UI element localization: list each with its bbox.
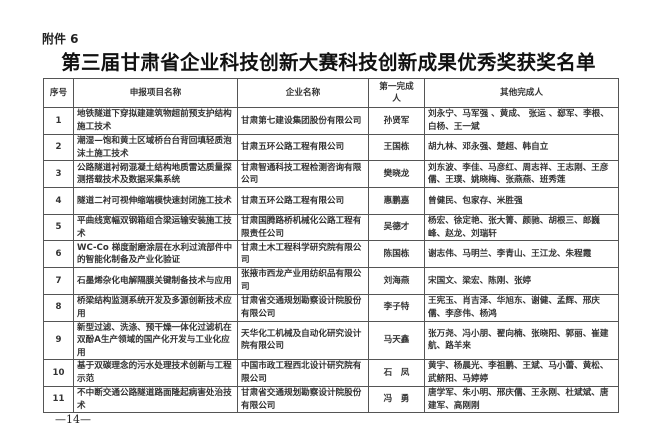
cell-others: 杨宏、徐定艳、张大箐、颜驰、胡根三、郎巍峰、赵龙、刘瑞轩 [424, 213, 619, 242]
cell-first: 陈国栋 [368, 240, 425, 269]
cell-no: 4 [43, 187, 74, 215]
cell-others: 曾健民、包家存、米胜强 [424, 187, 619, 215]
page-number: —14— [55, 413, 91, 426]
cell-first: 马天鑫 [368, 320, 425, 360]
cell-project: 公路隧道衬砌混凝土结构地质雷达质量探测搭载技术及数据采集系统 [73, 160, 238, 189]
table-row: 9 新型过滤、洗涤、预干燥一体化过滤机在双酚A生产领域的国产化开发与工业化应用 天华… [43, 320, 619, 360]
cell-no: 7 [43, 267, 74, 295]
cell-no: 9 [43, 320, 74, 360]
cell-no: 10 [43, 359, 74, 387]
header-no: 序号 [43, 78, 74, 108]
table-row: 10 基于双碳理念的污水处理技术创新与工程示范 中国市政工程西北设计研究院有限公司石… [43, 359, 619, 387]
table-row: 6 WC-Co 梯度耐磨涂层在水利过流部件中的智能化制备及产业化验证 甘肃土木工程科… [43, 240, 619, 269]
cell-project: 基于双碳理念的污水处理技术创新与工程示范 [73, 359, 238, 387]
table-row: 5 平曲线宽幅双钢箱组合梁运输安装施工技术 甘肃国腾路桥机械化公路工程有限责任公司吴… [43, 213, 619, 242]
table-row: 7 石墨烯杂化电解隔膜关键制备技术与应用 张掖市西龙产业用纺织品有限公司 刘海燕 宋国文… [43, 267, 619, 295]
table-header-row: 序号 申报项目名称 企业名称 第一完成人 其他完成人 [43, 78, 619, 108]
cell-company: 中国市政工程西北设计研究院有限公司 [237, 359, 369, 387]
cell-project: 不中断交通公路隧道路面隆起病害处治技术 [73, 385, 238, 414]
cell-company: 甘肃智通科技工程检测咨询有限公司 [237, 160, 369, 189]
cell-first: 吴德才 [368, 213, 425, 242]
cell-no: 8 [43, 293, 74, 322]
table-row: 1 地铁隧道下穿拟建建筑物超前预支护结构施工技术 甘肃第七建设集团股份有限公司 孙贤军… [43, 107, 619, 135]
header-company: 企业名称 [237, 78, 369, 108]
cell-project: 桥梁结构监测系统开发及多源创新技术应用 [73, 293, 238, 322]
cell-company: 张掖市西龙产业用纺织品有限公司 [237, 267, 369, 295]
cell-company: 甘肃五环公路工程有限公司 [237, 187, 369, 215]
cell-company: 甘肃土木工程科学研究院有限公司 [237, 240, 369, 269]
cell-first: 惠鹏嘉 [368, 187, 425, 215]
cell-first: 石 凤 [368, 359, 425, 387]
award-table: 序号 申报项目名称 企业名称 第一完成人 其他完成人 1 地铁隧道下穿拟建建筑物超… [43, 78, 619, 414]
cell-company: 甘肃第七建设集团股份有限公司 [237, 107, 369, 135]
cell-no: 5 [43, 213, 74, 242]
cell-others: 黄宇、杨晨光、李祖鹏、王斌、马小蕾、黄松、武鲚阳、马婷婷 [424, 359, 619, 387]
cell-others: 张万尧、冯小朋、翟向楠、张晓阳、郭丽、崔建航、路羊来 [424, 320, 619, 360]
table-row: 2 潮湿—饱和黄土区域桥台台背回填轻质泡沫土施工技术 甘肃五环公路工程有限公司 王国栋… [43, 133, 619, 162]
cell-first: 李子特 [368, 293, 425, 322]
cell-first: 樊晓龙 [368, 160, 425, 189]
cell-others: 宋国文、梁宏、陈刚、张婷 [424, 267, 619, 295]
cell-first: 刘海燕 [368, 267, 425, 295]
table-row: 8 桥梁结构监测系统开发及多源创新技术应用 甘肃省交通规划勘察设计院股份有限公司 李子… [43, 293, 619, 322]
cell-no: 1 [43, 107, 74, 135]
cell-company: 甘肃省交通规划勘察设计院股份有限公司 [237, 293, 369, 322]
cell-others: 谢志伟、马明兰、李青山、王江龙、朱程霞 [424, 240, 619, 269]
cell-no: 6 [43, 240, 74, 269]
cell-project: 石墨烯杂化电解隔膜关键制备技术与应用 [73, 267, 238, 295]
table-row: 11 不中断交通公路隧道路面隆起病害处治技术 甘肃省交通规划勘察设计院股份有限公司冯… [43, 385, 619, 414]
cell-first: 冯 勇 [368, 385, 425, 414]
table-row: 4 隧道二衬可视伸缩端模快速封闭施工技术 甘肃五环公路工程有限公司 惠鹏嘉 曾健民、包家… [43, 187, 619, 215]
cell-first: 孙贤军 [368, 107, 425, 135]
cell-first: 王国栋 [368, 133, 425, 162]
header-others: 其他完成人 [424, 78, 619, 108]
cell-project: 地铁隧道下穿拟建建筑物超前预支护结构施工技术 [73, 107, 238, 135]
attachment-label: 附件 6 [42, 32, 79, 46]
cell-others: 刘永宁、马军强 、黄成、 张运 、郄军、李根、白杨、王一斌 [424, 107, 619, 135]
cell-no: 2 [43, 133, 74, 162]
cell-company: 甘肃五环公路工程有限公司 [237, 133, 369, 162]
cell-project: 隧道二衬可视伸缩端模快速封闭施工技术 [73, 187, 238, 215]
cell-no: 11 [43, 385, 74, 414]
cell-others: 王宪玉、肖吉泽、华旭东、谢健、孟辉、邢庆儒、李彦伟、杨鸿 [424, 293, 619, 322]
cell-project: 平曲线宽幅双钢箱组合梁运输安装施工技术 [73, 213, 238, 242]
cell-others: 唐学军、朱小明、邢庆儒、王永刚、杜斌斌、唐建军、高刚刚 [424, 385, 619, 414]
cell-others: 刘东波、李佳、马彦红、周志祥、王志刚、王彦儒、王璞、姚晓梅、张燕燕、班秀莲 [424, 160, 619, 189]
document-title: 第三届甘肃省企业科技创新大赛科技创新成果优秀奖获奖名单 [61, 51, 596, 74]
cell-others: 胡九林、邓永强、楚超、韩自立 [424, 133, 619, 162]
cell-project: WC-Co 梯度耐磨涂层在水利过流部件中的智能化制备及产业化验证 [73, 240, 238, 269]
cell-project: 新型过滤、洗涤、预干燥一体化过滤机在双酚A生产领域的国产化开发与工业化应用 [73, 320, 238, 360]
cell-project: 潮湿—饱和黄土区域桥台台背回填轻质泡沫土施工技术 [73, 133, 238, 162]
cell-company: 甘肃国腾路桥机械化公路工程有限责任公司 [237, 213, 369, 242]
table-row: 3 公路隧道衬砌混凝土结构地质雷达质量探测搭载技术及数据采集系统 甘肃智通科技工程检… [43, 160, 619, 189]
header-project: 申报项目名称 [73, 78, 238, 108]
cell-no: 3 [43, 160, 74, 189]
header-first: 第一完成人 [368, 78, 425, 108]
cell-company: 甘肃省交通规划勘察设计院股份有限公司 [237, 385, 369, 414]
cell-company: 天华化工机械及自动化研究设计院有限公司 [237, 320, 369, 360]
